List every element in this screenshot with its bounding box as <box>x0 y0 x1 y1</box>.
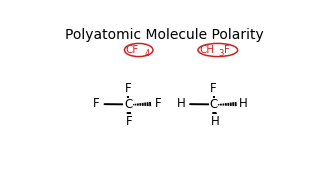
Text: F: F <box>125 82 131 95</box>
Text: F: F <box>126 115 133 128</box>
Text: H: H <box>239 98 248 111</box>
Text: F: F <box>92 98 99 111</box>
Text: CH: CH <box>199 45 214 55</box>
Text: C: C <box>124 98 132 111</box>
Text: F: F <box>155 98 161 111</box>
Text: 4: 4 <box>144 49 149 58</box>
Text: F: F <box>223 45 229 55</box>
Polygon shape <box>212 107 218 118</box>
Polygon shape <box>127 107 132 118</box>
Text: CF: CF <box>125 45 139 55</box>
Text: F: F <box>210 82 217 95</box>
Text: H: H <box>211 115 220 128</box>
Text: Polyatomic Molecule Polarity: Polyatomic Molecule Polarity <box>65 28 263 42</box>
Text: C: C <box>210 98 218 111</box>
Text: H: H <box>177 98 186 111</box>
Text: 3: 3 <box>218 49 223 58</box>
